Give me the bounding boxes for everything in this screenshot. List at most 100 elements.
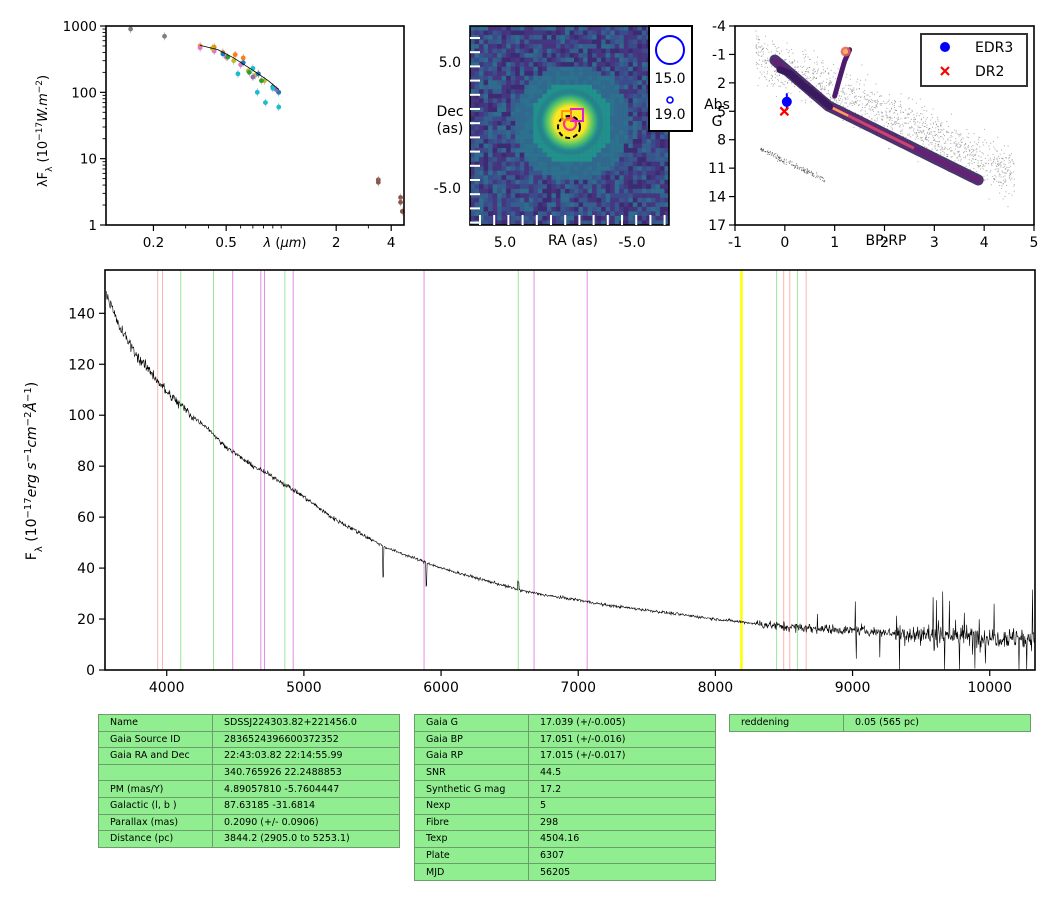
image-pixel	[560, 80, 566, 85]
hr-field-star	[964, 147, 966, 149]
image-pixel	[587, 152, 593, 158]
hr-field-star	[924, 125, 926, 127]
image-pixel	[628, 143, 634, 149]
image-pixel	[528, 44, 534, 49]
image-pixel	[515, 107, 520, 113]
image-pixel	[632, 75, 638, 81]
hr-field-star	[791, 61, 793, 63]
image-pixel	[610, 93, 615, 99]
table-value-cell: 298	[528, 813, 716, 832]
image-pixel	[637, 179, 643, 185]
hr-field-star	[999, 174, 1001, 176]
image-pixel	[537, 139, 543, 144]
image-pixel	[637, 215, 643, 221]
image-pixel	[632, 161, 638, 167]
hr-field-star	[889, 103, 891, 105]
image-pixel	[641, 35, 647, 40]
hr-field-star	[850, 91, 852, 93]
hr-white-dwarf-star	[768, 153, 770, 155]
image-pixel	[483, 116, 489, 122]
hr-field-star	[821, 71, 823, 73]
image-pixel	[479, 143, 484, 149]
image-pixel	[519, 35, 525, 40]
sed-y-tick-label: 10	[80, 152, 97, 168]
image-pixel	[578, 80, 584, 85]
image-pixel	[479, 26, 484, 31]
image-pixel	[592, 202, 597, 208]
hr-field-star	[854, 112, 856, 114]
image-pixel	[519, 202, 525, 208]
image-pixel	[646, 193, 652, 199]
image-pixel	[560, 170, 566, 176]
image-pixel	[555, 57, 561, 63]
hr-field-star	[834, 99, 836, 101]
hr-field-star	[938, 129, 940, 131]
image-pixel	[610, 80, 615, 85]
image-pixel	[519, 148, 525, 153]
image-pixel	[483, 143, 489, 149]
image-pixel	[501, 30, 507, 36]
hr-field-star	[935, 124, 937, 126]
image-pixel	[537, 57, 543, 63]
image-pixel	[641, 170, 647, 176]
image-pixel	[614, 30, 620, 36]
hr-field-star	[771, 83, 773, 85]
hr-field-star	[947, 139, 949, 141]
table-value-cell: 44.5	[528, 763, 716, 782]
image-pixel	[560, 197, 566, 203]
image-pixel	[483, 157, 489, 162]
image-pixel	[628, 120, 634, 126]
image-pixel	[492, 53, 498, 58]
hr-field-star	[944, 146, 946, 148]
hr-field-star	[942, 133, 944, 135]
image-pixel	[596, 98, 602, 104]
image-pixel	[510, 152, 516, 158]
hr-field-star	[999, 158, 1001, 160]
hr-field-star	[959, 156, 961, 158]
hr-field-star	[954, 154, 956, 156]
image-pixel	[578, 71, 584, 76]
image-pixel	[537, 184, 543, 190]
image-pixel	[470, 84, 475, 90]
image-pixel	[632, 80, 638, 85]
hr-field-star	[763, 71, 765, 73]
image-pixel	[474, 89, 480, 95]
image-pixel	[596, 39, 602, 45]
image-pixel	[560, 211, 566, 217]
image-pixel	[610, 107, 615, 113]
hr-field-star	[976, 164, 978, 166]
image-pixel	[519, 125, 525, 131]
legend-faint-circle	[666, 96, 674, 104]
image-pixel	[583, 26, 588, 31]
hr-field-star	[1000, 176, 1002, 178]
hr-white-dwarf-star	[769, 151, 771, 153]
image-pixel	[524, 39, 529, 45]
hr-white-dwarf-star	[761, 149, 763, 151]
hr-field-star	[806, 67, 808, 69]
image-pixel	[524, 98, 529, 104]
image-pixel	[515, 157, 520, 162]
image-pixel	[474, 161, 480, 167]
image-pixel	[519, 116, 525, 122]
image-pixel	[614, 111, 620, 117]
image-pixel	[628, 39, 634, 45]
image-pixel	[605, 179, 611, 185]
image-pixel	[497, 206, 502, 212]
image-pixel	[483, 170, 489, 176]
image-pixel	[515, 93, 520, 99]
image-pixel	[655, 166, 661, 171]
image-pixel	[551, 30, 557, 36]
image-pixel	[623, 170, 629, 176]
image-pixel	[533, 193, 539, 199]
hr-field-star	[1009, 176, 1011, 178]
image-pixel	[650, 202, 656, 208]
image-pixel	[488, 98, 493, 104]
hr-field-star	[921, 113, 923, 115]
image-pixel	[537, 220, 543, 226]
hr-field-star	[850, 102, 852, 104]
image-pixel	[515, 193, 520, 199]
hr-field-star	[891, 120, 893, 122]
hr-field-star	[958, 133, 960, 135]
hr-field-star	[813, 76, 815, 78]
hr-field-star	[771, 76, 773, 78]
